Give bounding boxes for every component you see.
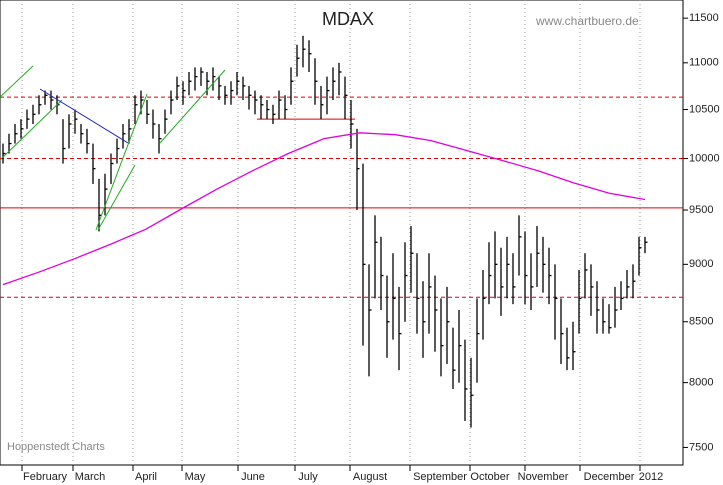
y-tick-label: 7500 [689,441,713,453]
y-tick-label: 10000 [689,152,720,164]
marks [2,35,648,428]
trend-line [95,93,148,231]
x-tick-label: February [23,471,68,483]
x-tick-label: May [185,471,206,483]
x-tick-label: April [135,471,157,483]
x-tick-label: September [413,471,467,483]
plot-frame [0,0,684,466]
y-tick-label: 11500 [689,12,719,24]
trend-line [159,69,226,144]
source: www.chartbuero.de [535,14,639,28]
chart-title: MDAX [322,9,374,29]
y-tick-label: 11000 [689,57,719,69]
x-tick-label: March [75,471,106,483]
x-tick-label: October [470,471,509,483]
x-tick-label: 2012 [639,471,663,483]
x-tick-label: July [298,471,318,483]
moving-average [2,132,646,286]
x-tick-label: December [584,471,635,483]
y-tick-label: 9000 [689,258,713,270]
x-tick-label: November [518,471,569,483]
trend-line [97,164,136,231]
y-tick-label: 8500 [689,316,713,328]
trend-line [0,99,63,161]
x-tick-label: June [241,471,265,483]
y-tick-label: 10500 [689,103,720,115]
trend-line [0,65,34,98]
y-tick-label: 8000 [689,377,713,389]
x-tick-label: August [353,471,387,483]
trend-line [39,88,129,144]
y-tick-label: 9500 [689,204,713,216]
credit: Hoppenstedt Charts [7,441,105,453]
